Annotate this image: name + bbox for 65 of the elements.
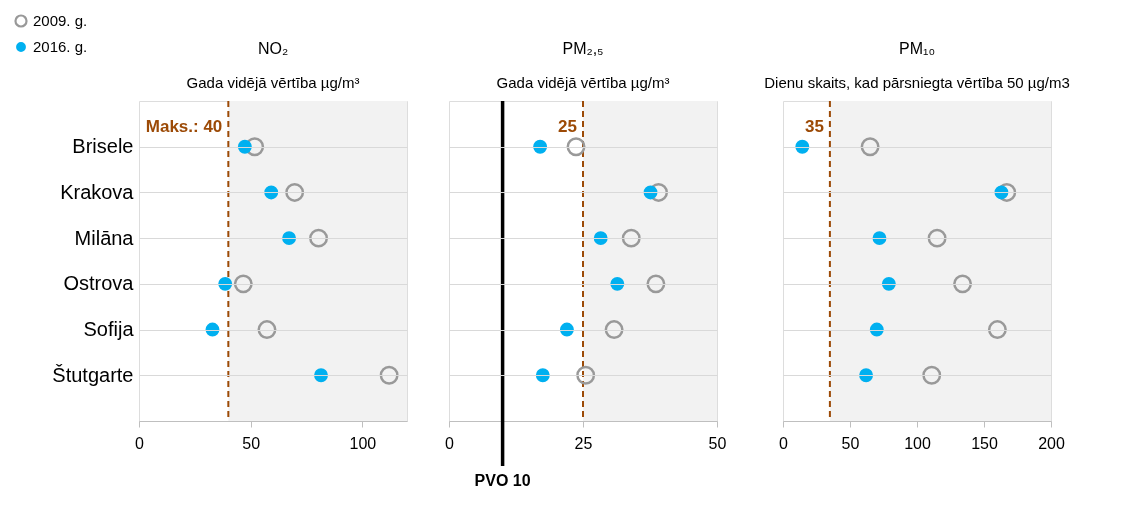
point — [593, 231, 608, 246]
legend-label: 2016. g. — [33, 38, 88, 55]
point — [285, 182, 305, 202]
x-tick-label: 50 — [242, 434, 261, 452]
ref-line-label: 35 — [804, 117, 824, 136]
y-tick-label: Sofija — [83, 318, 135, 341]
point — [987, 320, 1007, 340]
point — [237, 139, 252, 154]
point — [621, 228, 641, 248]
x-tick-label: 50 — [708, 434, 727, 452]
x-tick-label: 0 — [779, 434, 789, 452]
point — [860, 137, 880, 157]
ref-line-label: 25 — [558, 117, 577, 136]
point — [872, 231, 887, 246]
chart-subtitle: Gada vidējā vērtība µg/m³ — [496, 74, 670, 91]
point — [643, 185, 658, 200]
x-tick-label: 50 — [841, 434, 860, 452]
point — [881, 276, 896, 291]
point — [997, 182, 1017, 202]
point — [994, 185, 1009, 200]
point — [610, 276, 625, 291]
point — [218, 276, 233, 291]
chart-title: PM₂,₅ — [562, 40, 604, 57]
point — [282, 231, 297, 246]
point — [309, 228, 329, 248]
chart-title: PM₁₀ — [898, 40, 936, 57]
chart-subtitle: Dienu skaits, kad pārsniegta vērtība 50 µg/m3 — [764, 74, 1070, 91]
x-tick-label: 100 — [349, 434, 377, 452]
x-tick-label: 100 — [904, 434, 931, 452]
chart-title: NO₂ — [257, 40, 289, 57]
point — [257, 320, 277, 340]
y-tick-label: Brisele — [72, 135, 134, 158]
point — [649, 182, 669, 202]
x-tick-label: 25 — [574, 434, 593, 452]
point — [245, 137, 265, 157]
point — [264, 185, 279, 200]
legend-label: 2009. g. — [33, 12, 88, 29]
point — [559, 322, 574, 337]
point — [533, 139, 548, 154]
point — [233, 274, 253, 294]
point — [927, 228, 947, 248]
x-tick-label: 0 — [445, 434, 455, 452]
point — [566, 137, 586, 157]
point — [205, 322, 220, 337]
x-tick-label: 0 — [135, 434, 145, 452]
point — [953, 274, 973, 294]
point — [869, 322, 884, 337]
point — [314, 368, 328, 383]
point — [379, 365, 399, 385]
ref-line-label: PVO 10 — [474, 472, 531, 489]
x-tick-label: 200 — [1038, 434, 1065, 452]
y-tick-label: Krakova — [60, 180, 135, 203]
y-tick-label: Milāna — [74, 226, 135, 249]
point — [535, 368, 550, 383]
point — [795, 139, 810, 154]
y-tick-label: Ostrova — [63, 272, 135, 295]
y-tick-label: Štutgarte — [52, 363, 134, 386]
point — [576, 365, 596, 385]
x-tick-label: 150 — [971, 434, 998, 452]
point — [922, 365, 942, 385]
point — [646, 274, 666, 294]
ref-line-label: Maks.: 40 — [145, 117, 223, 136]
point — [859, 368, 874, 383]
point — [604, 320, 624, 340]
chart-subtitle: Gada vidējā vērtība µg/m³ — [186, 74, 360, 91]
